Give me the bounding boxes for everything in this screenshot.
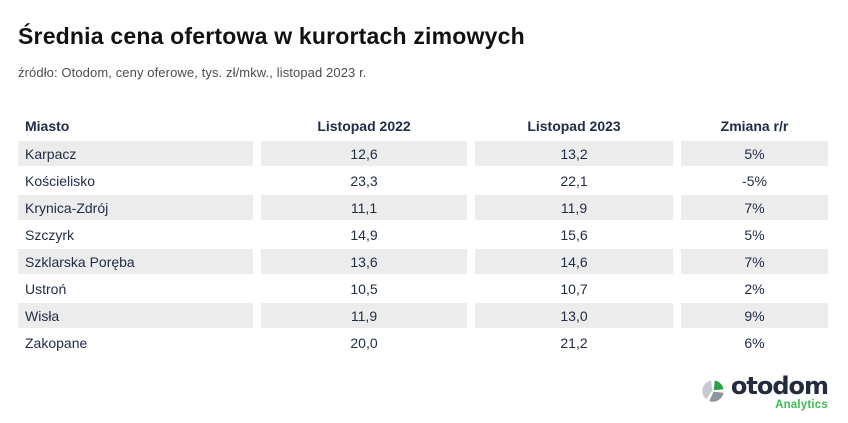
city-cell: Krynica-Zdrój (18, 195, 253, 220)
change-cell: 7% (681, 195, 828, 220)
column-header-listopad-2023: Listopad 2023 (527, 118, 621, 134)
table-row: Szklarska Poręba 13,6 14,6 7% (18, 249, 828, 274)
nov2022-cell: 23,3 (350, 172, 378, 189)
pie-slice-dark-gray (707, 390, 726, 404)
nov2022-cell: 20,0 (350, 334, 378, 351)
source-note: źródło: Otodom, ceny oferowe, tys. zł/mk… (18, 65, 367, 80)
analytics-label: Analytics (775, 399, 828, 411)
nov2022-cell: 14,9 (350, 226, 378, 243)
table-row: Zakopane 20,0 21,2 6% (18, 330, 828, 355)
change-cell: 9% (681, 303, 828, 328)
city-cell: Karpacz (18, 141, 253, 166)
city-cell: Kościelisko (25, 172, 96, 189)
nov2023-cell: 11,9 (475, 195, 673, 220)
nov2022-cell: 11,1 (261, 195, 467, 220)
otodom-wordmark: otodom (730, 372, 829, 400)
column-header-miasto: Miasto (25, 118, 70, 134)
nov2023-cell: 21,2 (560, 334, 588, 351)
nov2022-cell: 13,6 (261, 249, 467, 274)
table-row: Krynica-Zdrój 11,1 11,9 7% (18, 195, 828, 220)
nov2022-cell: 12,6 (261, 141, 467, 166)
city-cell: Szczyrk (25, 226, 74, 243)
city-cell: Zakopane (25, 334, 88, 351)
nov2022-cell: 10,5 (350, 280, 378, 297)
city-cell: Ustroń (25, 280, 67, 297)
pie-chart-icon (700, 378, 726, 404)
logo-text-block: otodom Analytics (730, 372, 829, 412)
table-row: Ustroń 10,5 10,7 2% (18, 276, 828, 301)
pie-slice-green (712, 378, 726, 392)
city-cell: Wisła (18, 303, 253, 328)
change-cell: 5% (681, 141, 828, 166)
change-cell: 5% (744, 226, 765, 243)
nov2023-cell: 14,6 (475, 249, 673, 274)
page-title: Średnia cena ofertowa w kurortach zimowy… (18, 23, 525, 49)
change-cell: 7% (681, 249, 828, 274)
nov2022-cell: 11,9 (261, 303, 467, 328)
price-table: Miasto Listopad 2022 Listopad 2023 Zmian… (18, 113, 828, 357)
change-cell: 6% (744, 334, 765, 351)
table-rows: Karpacz 12,6 13,2 5% Kościelisko 23,3 22,1 -5% K… (18, 141, 828, 355)
table-row: Szczyrk 14,9 15,6 5% (18, 222, 828, 247)
nov2023-cell: 13,2 (475, 141, 673, 166)
change-cell: -5% (742, 172, 767, 189)
nov2023-cell: 10,7 (560, 280, 588, 297)
column-header-zmiana-rr: Zmiana r/r (720, 118, 789, 134)
nov2023-cell: 13,0 (475, 303, 673, 328)
table-row: Wisła 11,9 13,0 9% (18, 303, 828, 328)
table-row: Kościelisko 23,3 22,1 -5% (18, 168, 828, 193)
column-header-listopad-2022: Listopad 2022 (317, 118, 411, 134)
nov2023-cell: 15,6 (560, 226, 588, 243)
change-cell: 2% (744, 280, 765, 297)
table-row: Karpacz 12,6 13,2 5% (18, 141, 828, 166)
table-header-row: Miasto Listopad 2022 Listopad 2023 Zmian… (18, 113, 828, 139)
nov2023-cell: 22,1 (560, 172, 588, 189)
city-cell: Szklarska Poręba (18, 249, 253, 274)
pie-slice-light-gray (700, 378, 714, 402)
otodom-analytics-logo: otodom Analytics (699, 372, 829, 412)
